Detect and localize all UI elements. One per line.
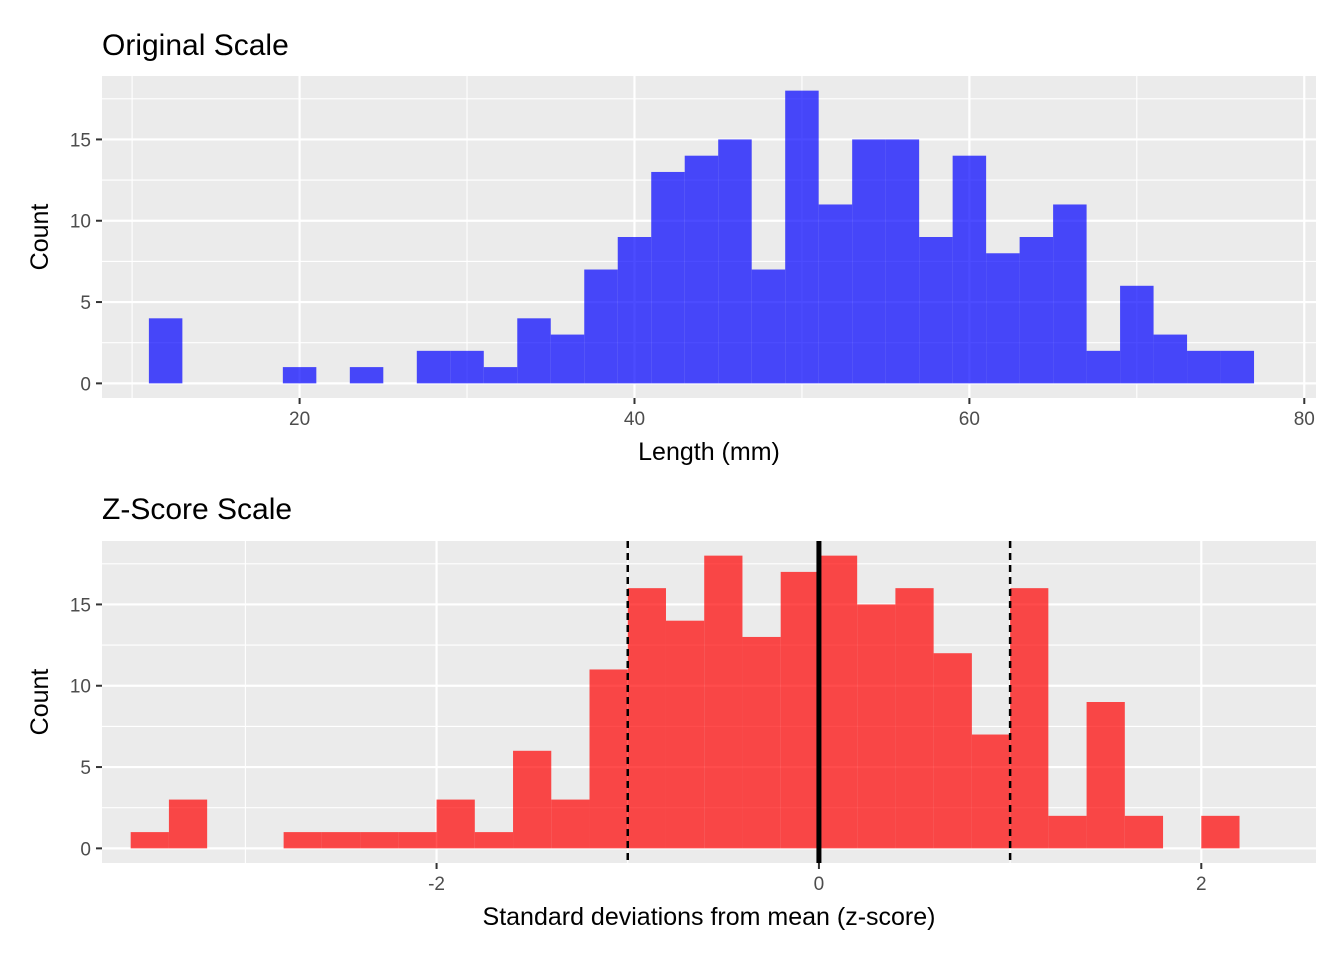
y-tick-label: 15 [70, 130, 91, 151]
y-axis-title: Count [26, 669, 54, 736]
histogram-bar [1086, 350, 1121, 384]
histogram-bar [684, 155, 719, 384]
y-axis: 0 5 10 15 [70, 130, 102, 395]
histogram-bar [398, 832, 437, 849]
histogram-bar [1124, 815, 1164, 849]
histogram-bar [971, 734, 1011, 849]
histogram-bar [360, 832, 399, 849]
x-tick-label: 60 [959, 409, 980, 430]
histogram-bars [130, 555, 1240, 849]
histogram-bar [168, 799, 208, 849]
histogram-bar [1048, 815, 1087, 849]
histogram-bar [704, 555, 743, 849]
y-tick-label: 15 [70, 595, 91, 616]
histogram-bar [919, 237, 953, 384]
histogram-bar [282, 367, 317, 384]
y-axis: 0 5 10 15 [70, 595, 102, 860]
histogram-bar [589, 669, 628, 849]
histogram-bar [1220, 350, 1255, 384]
histogram-bar [785, 90, 819, 384]
histogram-bar [1086, 702, 1125, 849]
histogram-bar [651, 171, 685, 384]
histogram-bar [617, 237, 652, 384]
histogram-bar [933, 653, 972, 849]
x-tick-label: 40 [624, 409, 645, 430]
histogram-bar [780, 571, 819, 849]
histogram-bar [627, 588, 666, 849]
histogram-bar [474, 832, 514, 849]
histogram-bar [321, 832, 361, 849]
x-tick-label: 20 [289, 409, 310, 430]
y-tick-label: 5 [80, 293, 91, 314]
histogram-bar [349, 367, 384, 384]
x-axis: -2 0 2 [428, 863, 1207, 895]
x-tick-label: 80 [1294, 409, 1315, 430]
histogram-bar [818, 204, 853, 384]
histogram-bar [283, 832, 322, 849]
histogram-bar [513, 750, 552, 849]
y-tick-label: 10 [70, 677, 91, 698]
x-axis: 20 40 60 80 [289, 398, 1315, 430]
histogram-bar [483, 367, 518, 384]
histogram-bar [1153, 334, 1188, 384]
histogram-bar [1053, 204, 1087, 384]
y-tick-label: 5 [80, 758, 91, 779]
histogram-bar [852, 139, 886, 384]
chart-title: Z-Score Scale [102, 493, 292, 526]
histogram-bar [416, 350, 451, 384]
histogram-bar [751, 269, 786, 384]
histogram-bar [742, 636, 781, 849]
histogram-bar [952, 155, 987, 384]
histogram-panel-z-score-scale: Z-Score Scale -2 0 2 0 5 10 15 Standard devia… [26, 493, 1316, 931]
y-axis-title: Count [26, 204, 54, 271]
y-tick-label: 0 [80, 839, 91, 860]
x-tick-label: 2 [1196, 874, 1207, 895]
x-tick-label: 0 [814, 874, 825, 895]
histogram-bar [986, 253, 1020, 384]
x-tick-label: -2 [428, 874, 445, 895]
histogram-bar [1187, 350, 1221, 384]
histogram-bar [450, 350, 484, 384]
histogram-bar [130, 832, 169, 849]
histogram-bar [895, 588, 934, 849]
y-tick-label: 10 [70, 212, 91, 233]
histogram-bar [857, 604, 896, 849]
reference-lines [626, 541, 1012, 863]
histogram-bar [148, 318, 183, 384]
x-axis-title: Length (mm) [638, 438, 780, 466]
histogram-bar [665, 620, 705, 849]
histogram-bar [1019, 237, 1054, 384]
histogram-bar [1010, 588, 1049, 849]
histogram-bar [818, 555, 858, 849]
histogram-bar [584, 269, 618, 384]
histogram-bar [436, 799, 475, 849]
x-axis-title: Standard deviations from mean (z-score) [483, 903, 936, 931]
histogram-bar [885, 139, 920, 384]
histogram-bars [148, 90, 1255, 384]
histogram-bar [1120, 285, 1154, 384]
histogram-bar [517, 318, 551, 384]
y-tick-label: 0 [80, 374, 91, 395]
histogram-bar [550, 334, 585, 384]
histogram-panel-original-scale: Original Scale 20 40 60 80 0 5 10 15 Length (m… [26, 29, 1316, 466]
histogram-bar [551, 799, 590, 849]
chart-title: Original Scale [102, 29, 289, 62]
histogram-bar [1201, 815, 1240, 849]
histogram-bar [718, 139, 752, 384]
